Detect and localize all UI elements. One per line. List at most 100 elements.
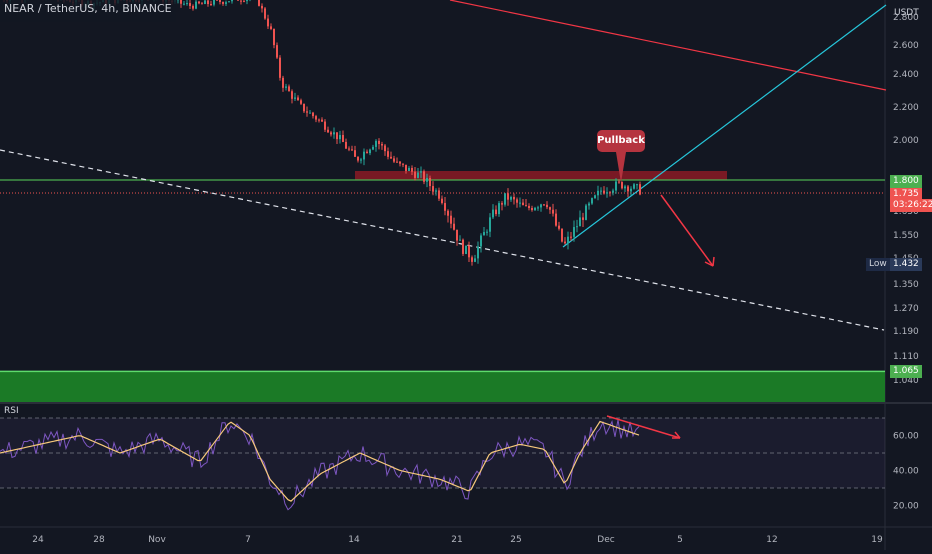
candle-body: [585, 205, 587, 219]
candle-body: [375, 141, 377, 147]
candle-body: [210, 4, 212, 5]
candle-body: [630, 189, 632, 192]
candle-body: [486, 232, 488, 233]
candle-body: [444, 203, 446, 211]
candle-body: [366, 152, 368, 153]
candle-body: [276, 45, 278, 57]
candle-body: [600, 191, 602, 192]
candle-body: [423, 171, 425, 181]
candle-body: [180, 0, 182, 4]
candle-body: [414, 172, 416, 178]
candle-body: [315, 116, 317, 119]
candle-body: [453, 224, 455, 230]
candle-body: [342, 135, 344, 142]
price-tick-label: 1.270: [893, 304, 919, 314]
candle-body: [618, 182, 620, 183]
candle-body: [228, 1, 230, 2]
candle-body: [537, 207, 539, 208]
candle-body: [546, 205, 548, 207]
candle-body: [258, 0, 260, 6]
candle-body: [447, 211, 449, 216]
candle-body: [303, 104, 305, 112]
candle-body: [288, 86, 290, 91]
price-tick-label: 1.350: [893, 280, 919, 290]
candle-body: [516, 199, 518, 202]
candle-body: [552, 210, 554, 214]
candle-body: [606, 192, 608, 193]
candle-body: [357, 157, 359, 161]
candle-body: [504, 193, 506, 204]
candle-body: [561, 229, 563, 242]
candle-body: [204, 0, 206, 3]
candle-body: [564, 242, 566, 244]
candle-body: [519, 203, 521, 204]
candle-body: [609, 192, 611, 193]
candle-body: [324, 122, 326, 130]
candle-body: [591, 198, 593, 203]
rsi-tick-label: 40.00: [893, 467, 919, 477]
candle-body: [381, 144, 383, 145]
candle-body: [348, 149, 350, 150]
candle-body: [240, 1, 242, 2]
currency-label: USDT: [894, 8, 919, 18]
candle-body: [273, 29, 275, 45]
time-tick-label: Nov: [148, 535, 166, 545]
time-tick-label: 5: [677, 535, 683, 545]
resistance-zone: [355, 171, 727, 180]
candle-body: [408, 168, 410, 171]
candle-body: [384, 145, 386, 151]
candle-body: [393, 158, 395, 161]
time-tick-label: 19: [871, 535, 883, 545]
candle-body: [270, 26, 272, 29]
candle-body: [615, 182, 617, 191]
time-tick-label: 7: [245, 535, 251, 545]
candle-body: [576, 226, 578, 227]
candle-body: [372, 147, 374, 150]
time-tick-label: 24: [32, 535, 44, 545]
candle-body: [495, 210, 497, 214]
candle-body: [321, 120, 323, 122]
candle-body: [597, 191, 599, 195]
candle-body: [327, 130, 329, 133]
candle-body: [456, 230, 458, 241]
candle-body: [387, 151, 389, 157]
candle-body: [264, 8, 266, 18]
candle-body: [309, 113, 311, 114]
rsi-tick-label: 20.00: [893, 502, 919, 512]
price-tick-label: 1.110: [893, 352, 919, 362]
candle-body: [480, 235, 482, 246]
symbol-title: NEAR / TetherUS, 4h, BINANCE: [0, 0, 176, 22]
candle-body: [501, 203, 503, 205]
candle-body: [555, 214, 557, 226]
candle-body: [510, 197, 512, 200]
candle-body: [312, 113, 314, 116]
candle-body: [438, 190, 440, 198]
candle-body: [411, 168, 413, 172]
candle-body: [213, 0, 215, 5]
level-1800-tag: 1.800: [890, 175, 922, 188]
candle-body: [621, 182, 623, 188]
candle-body: [225, 2, 227, 4]
rsi-title: RSI: [4, 406, 19, 416]
candle-body: [582, 217, 584, 220]
candle-body: [588, 203, 590, 205]
candle-body: [492, 210, 494, 218]
candle-body: [594, 195, 596, 198]
candle-body: [579, 217, 581, 226]
candle-body: [363, 152, 365, 160]
candle-body: [243, 1, 245, 2]
candle-body: [294, 97, 296, 98]
candle-body: [246, 0, 248, 1]
candle-body: [549, 207, 551, 210]
candle-body: [639, 184, 641, 194]
candle-body: [300, 100, 302, 104]
candle-body: [297, 97, 299, 100]
support-level-tag: 1.065: [890, 365, 922, 378]
pullback-callout[interactable]: Pullback: [597, 130, 645, 152]
candle-body: [417, 173, 419, 178]
candle-body: [441, 199, 443, 203]
candle-body: [432, 186, 434, 192]
candle-body: [477, 246, 479, 258]
